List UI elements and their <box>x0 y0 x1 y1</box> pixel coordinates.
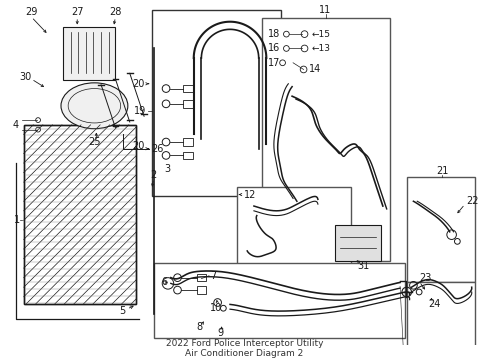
Bar <box>237 187 351 278</box>
Text: ←13: ←13 <box>311 44 330 53</box>
Text: 7: 7 <box>211 271 217 281</box>
Text: 1: 1 <box>14 215 20 225</box>
Text: 23: 23 <box>419 273 432 283</box>
Bar <box>24 125 136 305</box>
Text: 8: 8 <box>196 322 202 332</box>
Text: 20: 20 <box>133 79 145 89</box>
Text: 29: 29 <box>25 7 38 17</box>
Text: 2: 2 <box>150 170 157 180</box>
Text: 14: 14 <box>309 64 321 75</box>
Bar <box>183 138 193 146</box>
Text: 30: 30 <box>20 72 32 82</box>
Bar <box>63 27 116 80</box>
Text: 22: 22 <box>466 196 478 206</box>
Bar <box>183 100 193 108</box>
Bar <box>262 18 391 261</box>
Bar <box>183 152 193 159</box>
Bar <box>183 85 193 93</box>
Text: 9: 9 <box>218 328 223 338</box>
Text: 20: 20 <box>133 141 145 151</box>
Bar <box>335 225 381 261</box>
Text: 10: 10 <box>210 303 222 313</box>
Bar <box>196 286 206 294</box>
Text: 26: 26 <box>152 144 164 154</box>
Text: 16: 16 <box>268 44 280 53</box>
Text: ←15: ←15 <box>311 30 330 39</box>
Text: 27: 27 <box>71 7 83 17</box>
Text: 24: 24 <box>429 300 441 309</box>
Bar <box>152 10 281 197</box>
Text: 5: 5 <box>119 306 125 316</box>
Text: 3: 3 <box>164 164 170 174</box>
Text: 12: 12 <box>245 190 257 199</box>
Text: 2022 Ford Police Interceptor Utility
Air Conditioner Diagram 2: 2022 Ford Police Interceptor Utility Air… <box>166 339 323 358</box>
Bar <box>196 274 206 282</box>
Text: 28: 28 <box>109 7 122 17</box>
Bar <box>24 125 136 305</box>
Text: 25: 25 <box>88 137 100 147</box>
Ellipse shape <box>61 83 128 129</box>
Text: 6: 6 <box>161 278 168 287</box>
Text: 21: 21 <box>436 166 448 176</box>
Text: 31: 31 <box>358 261 370 271</box>
Text: 18: 18 <box>268 29 280 39</box>
Text: 19: 19 <box>134 105 146 116</box>
Text: 17: 17 <box>268 58 281 68</box>
Bar <box>154 264 405 338</box>
Bar <box>407 283 475 360</box>
Text: 11: 11 <box>319 5 332 15</box>
Text: 4: 4 <box>13 120 19 130</box>
Bar <box>407 177 475 283</box>
